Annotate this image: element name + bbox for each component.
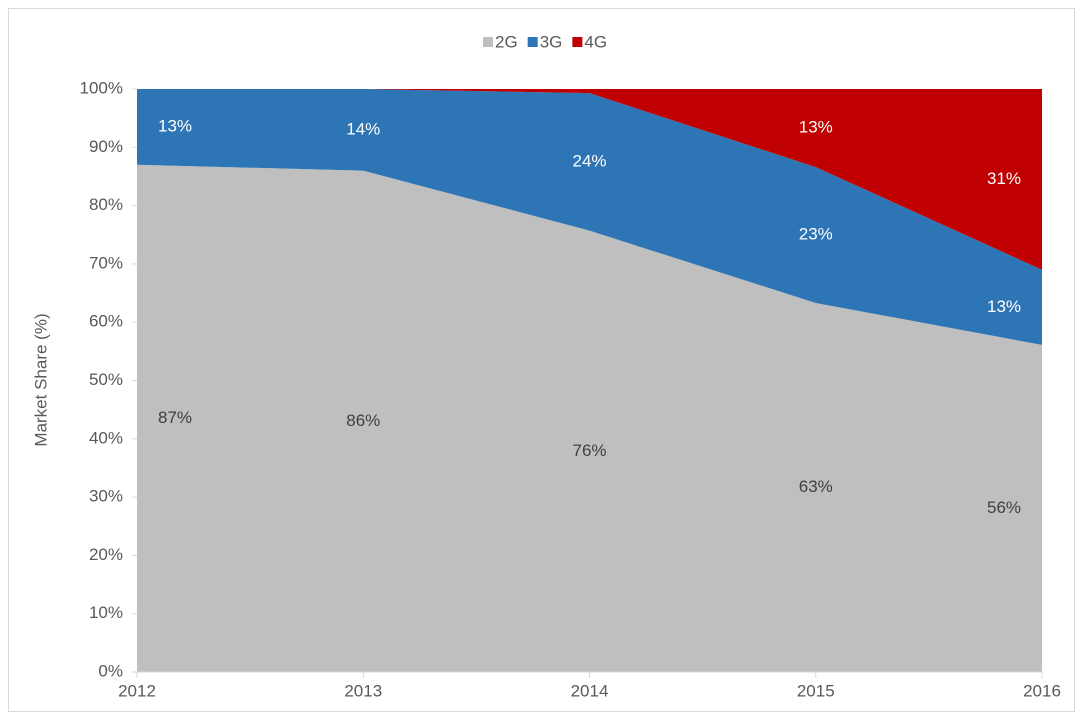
area [137,89,1042,270]
legend-swatch [483,37,493,47]
legend-label: 3G [540,32,563,51]
data-label: 87% [158,408,192,427]
data-label: 31% [987,169,1021,188]
y-tick-label: 100% [80,78,123,97]
legend-label: 4G [584,32,607,51]
data-label: 13% [987,297,1021,316]
y-tick-label: 30% [89,487,123,506]
x-tick-label: 2012 [118,681,156,700]
y-tick-label: 50% [89,370,123,389]
x-tick-label: 2016 [1023,681,1061,700]
y-tick-label: 80% [89,195,123,214]
x-tick-label: 2015 [797,681,835,700]
data-label: 63% [799,477,833,496]
y-tick-label: 60% [89,312,123,331]
data-label: 86% [346,411,380,430]
legend-label: 2G [495,32,518,51]
data-label: 76% [572,441,606,460]
y-axis-title: Market Share (%) [31,313,50,446]
x-tick-label: 2013 [344,681,382,700]
y-tick-label: 40% [89,428,123,447]
data-label: 14% [346,119,380,138]
legend-swatch [527,37,538,47]
data-label: 24% [572,151,606,170]
data-label: 23% [799,225,833,244]
area [137,164,1042,673]
y-tick-label: 90% [89,137,123,156]
y-tick-label: 0% [98,661,123,680]
y-tick-label: 70% [89,253,123,272]
data-label: 13% [799,118,833,137]
data-label: 13% [158,116,192,135]
y-tick-label: 20% [89,545,123,564]
y-tick-label: 10% [89,603,123,622]
area [137,89,1042,345]
legend-swatch [572,37,583,47]
x-tick-label: 2014 [571,681,609,700]
data-label: 56% [987,498,1021,517]
